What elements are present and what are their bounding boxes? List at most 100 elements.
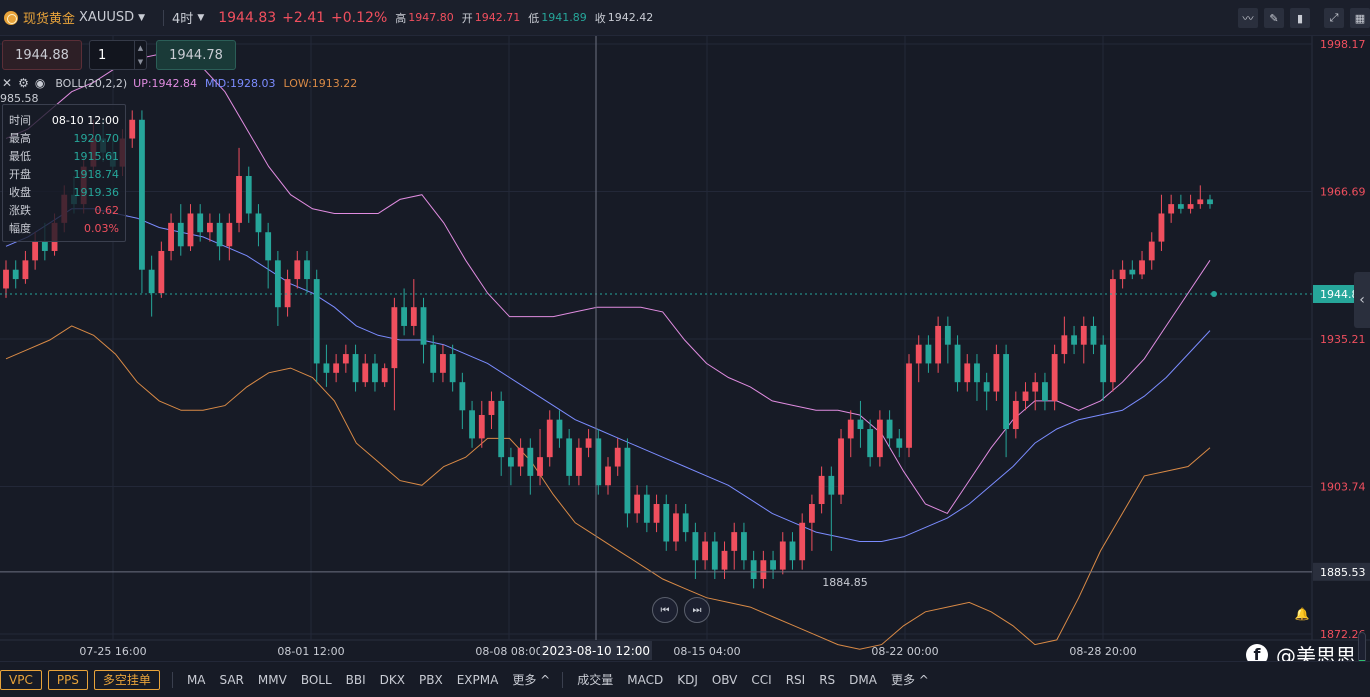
main-ind-more[interactable]: 更多 ^ xyxy=(512,673,551,687)
grid-icon[interactable]: ▦ xyxy=(1350,8,1370,28)
tag-vpc[interactable]: VPC xyxy=(0,669,42,690)
main-ind-boll[interactable]: BOLL xyxy=(300,672,332,687)
period-selector[interactable]: 4时 xyxy=(172,12,194,27)
price-chart[interactable]: 1998.17 1966.69 1935.21 1903.74 1872.26 07-25… xyxy=(0,36,1370,660)
crosshair-time-label: 2023-08-10 12:00 xyxy=(542,644,650,658)
sub-ind-volume[interactable]: 成交量 xyxy=(577,673,614,687)
candle-body xyxy=(197,213,204,233)
candle-body xyxy=(750,560,757,579)
candle-body xyxy=(838,438,844,495)
candle-body xyxy=(1197,199,1204,205)
period-dropdown-icon[interactable]: ▼ xyxy=(197,12,205,23)
divider xyxy=(163,9,165,26)
close-icon[interactable]: ✕ xyxy=(2,76,13,90)
high-label: 高 xyxy=(395,11,407,25)
candle-body xyxy=(847,419,854,439)
main-ind-ma[interactable]: MA xyxy=(186,672,206,687)
candle-body xyxy=(381,368,388,383)
tooltip-row: 涨跌 0.62 xyxy=(9,201,119,219)
main-ind-pbx[interactable]: PBX xyxy=(419,672,443,687)
candle-body xyxy=(925,344,932,364)
step-up-icon[interactable]: ▲ xyxy=(137,44,144,52)
candle-body xyxy=(673,513,679,542)
candle-body xyxy=(323,363,330,373)
candle-body xyxy=(663,504,670,542)
sub-ind-rsi[interactable]: RSI xyxy=(785,672,806,687)
main-ind-mmv[interactable]: MMV xyxy=(257,672,287,687)
divider xyxy=(171,671,173,688)
tooltip-row: 收盘 1919.36 xyxy=(9,183,119,201)
candle-body xyxy=(187,213,194,247)
candle-body xyxy=(12,269,19,280)
tag-pps[interactable]: PPS xyxy=(47,669,88,690)
candle-body xyxy=(1139,260,1145,275)
settings-icon[interactable]: ⚙ xyxy=(18,76,29,90)
candle-body xyxy=(372,363,378,383)
main-ind-dkx[interactable]: DKX xyxy=(379,672,406,687)
min-price-marker: 1884.85 xyxy=(822,576,868,589)
sub-ind-kdj[interactable]: KDJ xyxy=(677,672,698,687)
tooltip-key: 时间 xyxy=(9,114,31,127)
candle-body xyxy=(1129,269,1136,275)
candle-body xyxy=(760,560,767,579)
time-tick-label: 08-01 12:00 xyxy=(277,645,344,658)
pencil-icon[interactable]: ✎ xyxy=(1264,8,1284,28)
main-ind-bbi[interactable]: BBI xyxy=(345,672,366,687)
boll-mid-line xyxy=(5,208,1211,542)
symbol-name[interactable]: 现货黄金 xyxy=(23,12,76,27)
candle-body xyxy=(1109,279,1116,383)
boll-up-value: UP:1942.84 xyxy=(133,76,198,90)
eye-icon[interactable]: ◉ xyxy=(34,76,46,90)
high-value: 1947.80 xyxy=(408,11,454,24)
sub-ind-more[interactable]: 更多 ^ xyxy=(890,673,929,687)
close-value: 1942.42 xyxy=(607,11,654,24)
candle-body xyxy=(129,119,136,139)
tag-orders[interactable]: 多空挂单 xyxy=(93,669,160,690)
candle-body xyxy=(1061,335,1068,355)
gold-coin-icon xyxy=(4,10,18,25)
price-tick-label: 1903.74 xyxy=(1320,480,1366,493)
main-ind-expma[interactable]: EXPMA xyxy=(456,672,499,687)
candle-body xyxy=(974,363,980,383)
candle-body xyxy=(711,541,718,570)
candle-body xyxy=(469,410,475,439)
expand-icon[interactable]: ⤢ xyxy=(1324,8,1344,28)
tooltip-row: 最高 1920.70 xyxy=(9,129,119,147)
jump-start-icon[interactable]: ⏮ xyxy=(652,597,678,623)
buy-price-button[interactable]: 1944.78 xyxy=(156,40,236,70)
current-price-dot xyxy=(1211,290,1217,297)
candle-body xyxy=(1071,335,1077,345)
quantity-input[interactable]: 1 ▲ ▼ xyxy=(89,40,147,70)
bell-icon[interactable]: 🔔 xyxy=(1294,607,1310,621)
candle-body xyxy=(274,260,281,308)
sub-ind-rs[interactable]: RS xyxy=(819,672,836,687)
symbol-code[interactable]: XAUUSD xyxy=(79,10,135,25)
chart-area[interactable]: 1998.17 1966.69 1935.21 1903.74 1872.26 07-25… xyxy=(0,36,1370,694)
candle-body xyxy=(449,354,456,383)
current-price: 1944.83 xyxy=(218,9,277,26)
sub-ind-dma[interactable]: DMA xyxy=(849,672,877,687)
candle-body xyxy=(478,414,485,439)
sell-price-button[interactable]: 1944.88 xyxy=(2,40,82,70)
candle-body xyxy=(284,279,291,308)
step-down-icon[interactable]: ▼ xyxy=(137,58,144,66)
tooltip-key: 幅度 xyxy=(9,222,31,235)
chart-tools: 〰 ✎ ▮ ⤢ ▦ xyxy=(1232,0,1370,36)
candle-body xyxy=(702,541,709,561)
sub-ind-macd[interactable]: MACD xyxy=(627,672,664,687)
jump-end-icon[interactable]: ⏭ xyxy=(684,597,710,623)
candles-icon[interactable]: ▮ xyxy=(1290,8,1310,28)
main-ind-sar[interactable]: SAR xyxy=(219,672,244,687)
time-tick-label: 08-15 04:00 xyxy=(673,645,740,658)
symbol-dropdown-icon[interactable]: ▼ xyxy=(138,12,146,23)
sub-ind-obv[interactable]: OBV xyxy=(711,672,738,687)
open-value: 1942.71 xyxy=(474,11,521,24)
line-chart-icon[interactable]: 〰 xyxy=(1238,8,1258,28)
candle-body xyxy=(867,429,874,458)
collapse-panel-icon[interactable]: ‹ xyxy=(1354,272,1370,328)
candle-body xyxy=(158,250,165,294)
quantity-stepper[interactable]: ▲ ▼ xyxy=(134,41,146,69)
sub-ind-cci[interactable]: CCI xyxy=(751,672,772,687)
candle-body xyxy=(401,307,408,326)
price-change-pct: +0.12% xyxy=(331,9,388,26)
